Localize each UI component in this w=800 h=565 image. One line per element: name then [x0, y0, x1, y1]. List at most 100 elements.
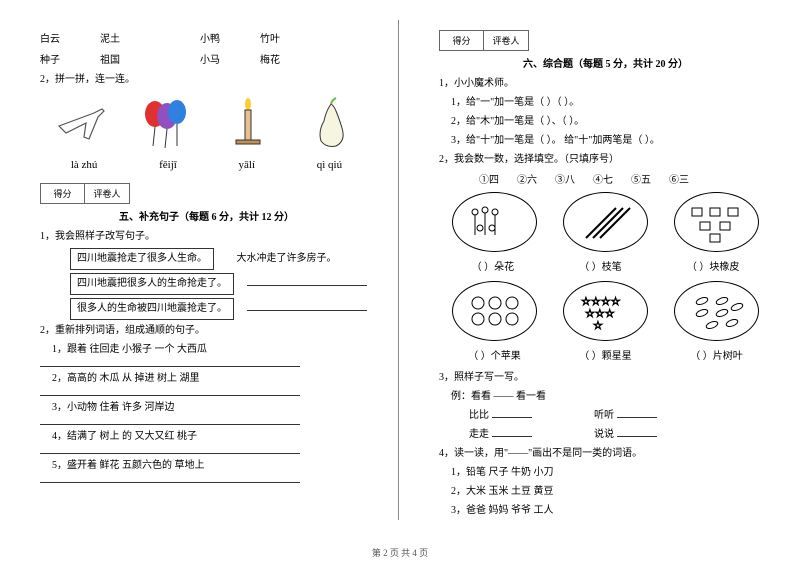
reorder-line: 5，盛开着 鲜花 五颜六色的 草地上 [52, 458, 373, 474]
count-label: （ ）枝笔 [579, 258, 622, 273]
q5-2: 2，重新排列词语，组成通顺的句子。 [40, 323, 373, 339]
word: 泥土 [100, 30, 120, 45]
fill-row: 比比 听听 [469, 408, 772, 424]
count-label: （ ）个苹果 [468, 347, 521, 362]
answer-line[interactable] [40, 482, 300, 483]
blank[interactable] [617, 427, 657, 437]
word: 种子 [40, 51, 60, 66]
option: ⑥三 [669, 171, 689, 186]
page-footer: 第 2 页 共 4 页 [0, 546, 800, 559]
grader-label: 评卷人 [85, 184, 129, 203]
options-row: ①四 ②六 ③八 ④七 ⑤五 ⑥三 [479, 171, 772, 186]
grader-label: 评卷人 [484, 31, 528, 50]
reorder-line: 2，高高的 木瓜 从 掉进 树上 湖里 [52, 371, 373, 387]
option: ②六 [517, 171, 537, 186]
option: ①四 [479, 171, 499, 186]
pear-icon [301, 96, 361, 151]
word-row-2: 种子 祖国 小马 梅花 [40, 51, 373, 66]
sentence-row: 很多人的生命被四川地震抢走了。 [70, 298, 373, 320]
reorder-line: 3，小动物 住着 许多 河岸边 [52, 400, 373, 416]
word: 小马 [200, 51, 220, 66]
leaves-plate [674, 281, 759, 341]
word: 比比 [469, 410, 489, 421]
fill-row: 走走 说说 [469, 427, 772, 443]
word: 听听 [594, 410, 614, 421]
blank[interactable] [617, 408, 657, 418]
q6-1-1: 1，给"一"加一笔是（ ）（ ）。 [451, 95, 772, 111]
score-box: 得分 评卷人 [40, 183, 130, 204]
option: ③八 [555, 171, 575, 186]
left-column: 白云 泥土 小鸭 竹叶 种子 祖国 小马 梅花 2，拼一拼，连一连。 là zh… [0, 0, 398, 565]
q6-3: 3，照样子写一写。 [439, 370, 772, 386]
apples-plate [452, 281, 537, 341]
word: 白云 [40, 30, 60, 45]
question-2: 2，拼一拼，连一连。 [40, 72, 373, 88]
pencils-plate [563, 192, 648, 252]
pinyin: là zhú [71, 159, 98, 171]
q6-4-2: 2，大米 玉米 土豆 黄豆 [451, 484, 772, 500]
answer-line[interactable] [40, 424, 300, 425]
pinyin-row: là zhú fēijī yālí qì qiú [40, 159, 373, 171]
count-label: （ ）颗星星 [579, 347, 632, 362]
q6-2: 2，我会数一数，选择填空。（只填序号） [439, 152, 772, 168]
word-row-1: 白云 泥土 小鸭 竹叶 [40, 30, 373, 45]
q6-1-3: 3，给"十"加一笔是（ ）。 给"十"加两笔是（ ）。 [451, 133, 772, 149]
answer-line[interactable] [40, 453, 300, 454]
boxed-sentence: 四川地震把很多人的生命抢走了。 [70, 273, 234, 295]
score-label: 得分 [41, 184, 85, 203]
label-row-2: （ ）个苹果 （ ）颗星星 （ ）片树叶 [439, 347, 772, 362]
score-label: 得分 [440, 31, 484, 50]
q6-4: 4，读一读，用"——"画出不是同一类的词语。 [439, 446, 772, 462]
count-label: （ ）块橡皮 [687, 258, 740, 273]
option: ⑤五 [631, 171, 651, 186]
q6-1-2: 2，给"木"加一笔是（ ）、（ ）。 [451, 114, 772, 130]
reorder-line: 1，跟着 往回走 小猴子 一个 大西瓜 [52, 342, 373, 358]
pinyin: qì qiú [317, 159, 342, 171]
answer-line[interactable] [40, 395, 300, 396]
word: 竹叶 [260, 30, 280, 45]
pinyin: yālí [239, 159, 256, 171]
airplane-icon [52, 96, 112, 151]
word: 说说 [594, 429, 614, 440]
count-label: （ ）片树叶 [690, 347, 743, 362]
blank-line[interactable] [247, 310, 367, 311]
svg-text:☆☆☆: ☆☆☆ [585, 308, 615, 320]
q6-1: 1，小小魔术师。 [439, 76, 772, 92]
blank-line[interactable] [247, 285, 367, 286]
reorder-line: 4，结满了 树上 的 又大又红 桃子 [52, 429, 373, 445]
blank[interactable] [492, 427, 532, 437]
sentence-row: 四川地震抢走了很多人生命。 大水冲走了许多房子。 [70, 248, 373, 270]
flowers-plate [452, 192, 537, 252]
blank[interactable] [492, 408, 532, 418]
boxed-sentence: 四川地震抢走了很多人生命。 [70, 248, 214, 270]
svg-text:☆: ☆ [593, 320, 603, 332]
plate-row-1 [439, 192, 772, 252]
stars-plate: ☆☆☆☆☆☆☆☆ [563, 281, 648, 341]
section-5-title: 五、补充句子（每题 6 分，共计 12 分） [40, 208, 373, 223]
q6-4-1: 1，铅笔 尺子 牛奶 小刀 [451, 465, 772, 481]
word: 小鸭 [200, 30, 220, 45]
svg-text:☆☆☆☆: ☆☆☆☆ [581, 296, 621, 308]
pinyin: fēijī [159, 159, 177, 171]
count-label: （ ）朵花 [472, 258, 515, 273]
q6-3-example: 例：看看 —— 看一看 [451, 389, 772, 405]
word: 梅花 [260, 51, 280, 66]
sentence-row: 四川地震把很多人的生命抢走了。 [70, 273, 373, 295]
score-box: 得分 评卷人 [439, 30, 529, 51]
sentence: 大水冲走了许多房子。 [237, 253, 337, 264]
erasers-plate [674, 192, 759, 252]
label-row-1: （ ）朵花 （ ）枝笔 （ ）块橡皮 [439, 258, 772, 273]
boxed-sentence: 很多人的生命被四川地震抢走了。 [70, 298, 234, 320]
q6-4-3: 3，爸爸 妈妈 爷爷 工人 [451, 503, 772, 519]
word: 走走 [469, 429, 489, 440]
answer-line[interactable] [40, 366, 300, 367]
plate-row-2: ☆☆☆☆☆☆☆☆ [439, 281, 772, 341]
q5-1: 1，我会照样子改写句子。 [40, 229, 373, 245]
candle-icon [218, 96, 278, 151]
balloons-icon [135, 96, 195, 151]
right-column: 得分 评卷人 六、综合题（每题 5 分，共计 20 分） 1，小小魔术师。 1，… [399, 0, 797, 565]
word: 祖国 [100, 51, 120, 66]
picture-row [40, 96, 373, 151]
section-6-title: 六、综合题（每题 5 分，共计 20 分） [439, 55, 772, 70]
option: ④七 [593, 171, 613, 186]
